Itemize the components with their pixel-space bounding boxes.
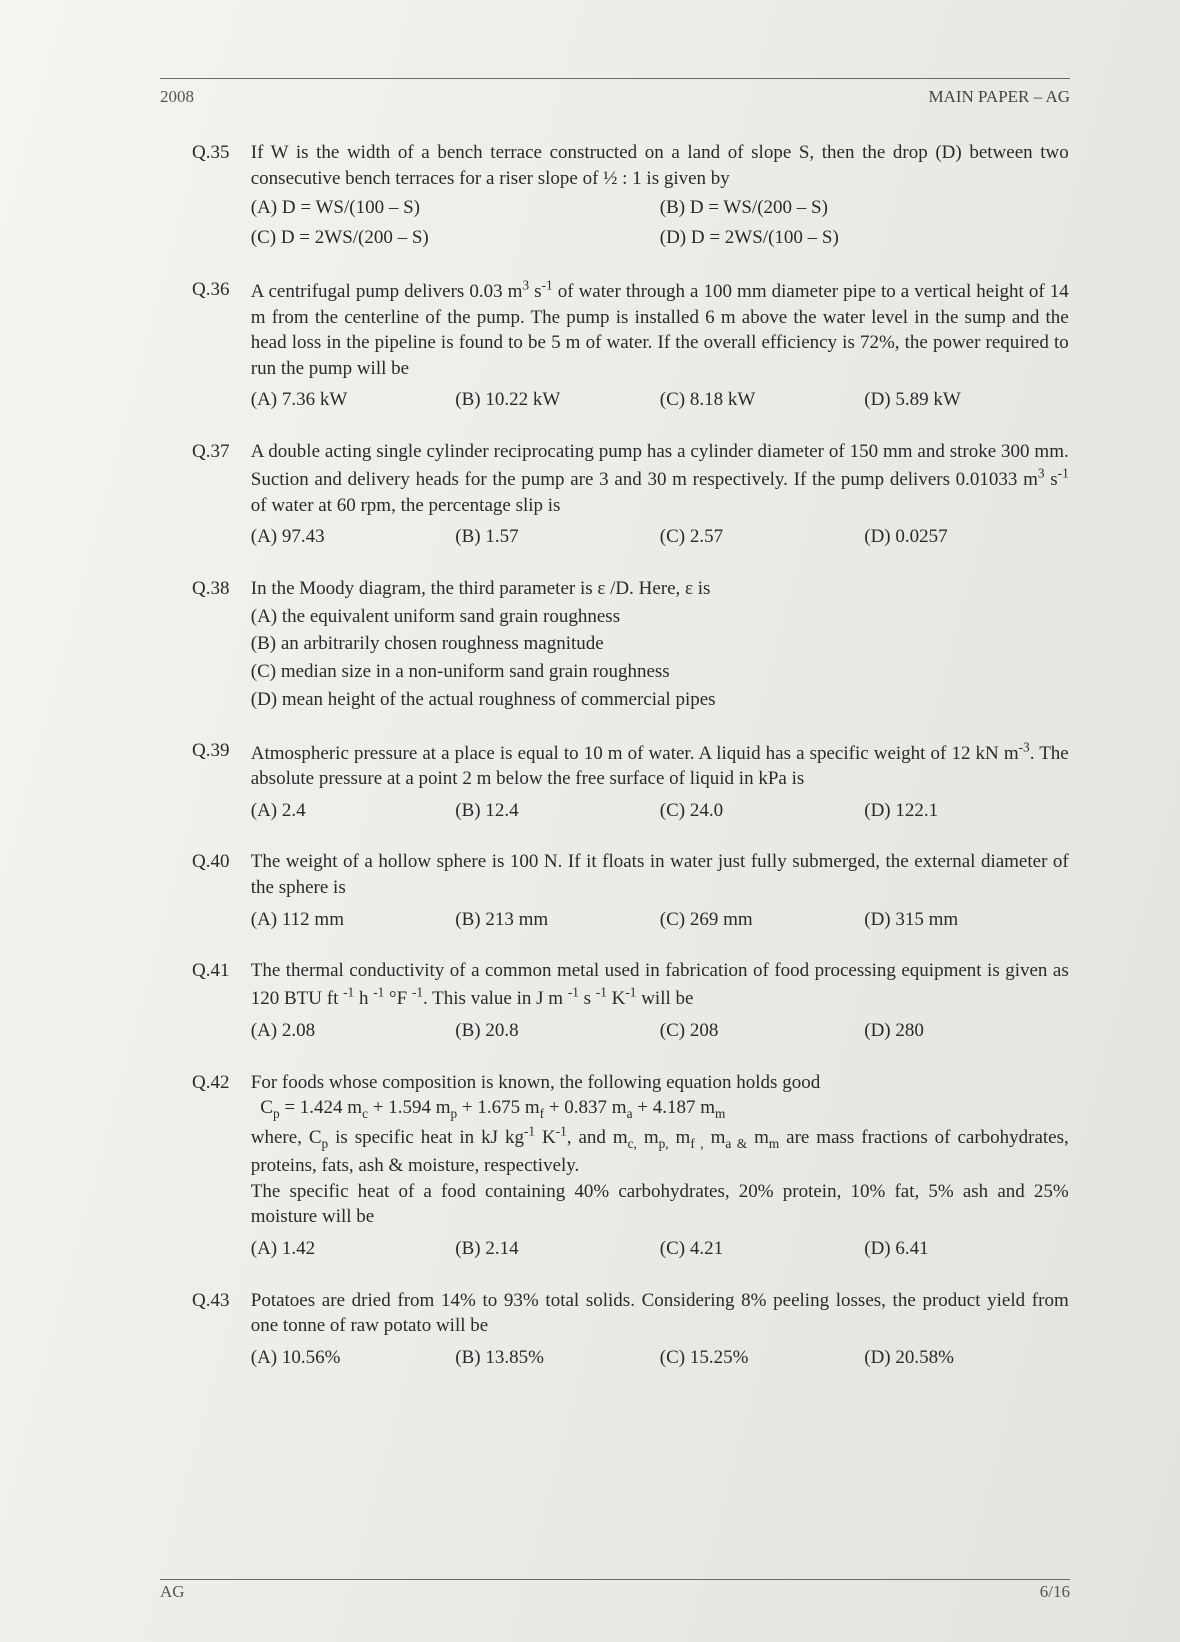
options: (A) 2.4 (B) 12.4 (C) 24.0 (D) 122.1 <box>251 798 1069 824</box>
option-a: (A) 2.08 <box>251 1018 456 1044</box>
question-body: In the Moody diagram, the third paramete… <box>251 576 1069 712</box>
question-36: Q.36 A centrifugal pump delivers 0.03 m3… <box>192 277 1070 414</box>
question-body: If W is the width of a bench terrace con… <box>251 140 1069 251</box>
question-number: Q.35 <box>192 140 246 166</box>
question-35: Q.35 If W is the width of a bench terrac… <box>192 140 1070 251</box>
question-text: The thermal conductivity of a common met… <box>251 960 1069 1009</box>
question-text: A centrifugal pump delivers 0.03 m3 s-1 … <box>251 281 1069 379</box>
option-d: (D) 20.58% <box>864 1345 1069 1371</box>
options: (A) 112 mm (B) 213 mm (C) 269 mm (D) 315… <box>251 907 1069 933</box>
option-a: (A) the equivalent uniform sand grain ro… <box>251 604 1069 630</box>
option-a: (A) 7.36 kW <box>251 387 456 413</box>
option-d: (D) 280 <box>864 1018 1069 1044</box>
option-a: (A) D = WS/(100 – S) <box>251 195 660 221</box>
question-body: Atmospheric pressure at a place is equal… <box>251 738 1069 823</box>
footer-page: 6/16 <box>1040 1581 1070 1604</box>
question-body: The thermal conductivity of a common met… <box>251 958 1069 1043</box>
options: (A) 10.56% (B) 13.85% (C) 15.25% (D) 20.… <box>251 1345 1069 1371</box>
option-c: (C) 24.0 <box>660 798 865 824</box>
option-a: (A) 1.42 <box>251 1236 456 1262</box>
options: (A) 2.08 (B) 20.8 (C) 208 (D) 280 <box>251 1018 1069 1044</box>
question-number: Q.43 <box>192 1288 246 1314</box>
option-c: (C) D = 2WS/(200 – S) <box>251 225 660 251</box>
question-43: Q.43 Potatoes are dried from 14% to 93% … <box>192 1288 1070 1371</box>
question-body: For foods whose composition is known, th… <box>251 1070 1069 1262</box>
option-d: (D) 6.41 <box>864 1236 1069 1262</box>
question-39: Q.39 Atmospheric pressure at a place is … <box>192 738 1070 823</box>
option-b: (B) 13.85% <box>455 1345 660 1371</box>
option-b: (B) 2.14 <box>455 1236 660 1262</box>
question-number: Q.38 <box>192 576 246 602</box>
option-c: (C) 15.25% <box>660 1345 865 1371</box>
option-a: (A) 112 mm <box>251 907 456 933</box>
question-text: Potatoes are dried from 14% to 93% total… <box>251 1290 1069 1337</box>
question-number: Q.36 <box>192 277 246 303</box>
option-b: (B) 10.22 kW <box>455 387 660 413</box>
option-c: (C) 208 <box>660 1018 865 1044</box>
question-text: For foods whose composition is known, th… <box>251 1072 1069 1228</box>
header-title: MAIN PAPER – AG <box>928 86 1070 109</box>
option-b: (B) an arbitrarily chosen roughness magn… <box>251 631 1069 657</box>
option-b: (B) 1.57 <box>455 524 660 550</box>
question-body: A double acting single cylinder reciproc… <box>251 439 1069 550</box>
options: (A) 7.36 kW (B) 10.22 kW (C) 8.18 kW (D)… <box>251 387 1069 413</box>
question-text: In the Moody diagram, the third paramete… <box>251 578 711 599</box>
question-text: If W is the width of a bench terrace con… <box>251 142 1069 189</box>
question-number: Q.40 <box>192 849 246 875</box>
option-b: (B) D = WS/(200 – S) <box>660 195 1069 221</box>
option-c: (C) 8.18 kW <box>660 387 865 413</box>
option-c: (C) 269 mm <box>660 907 865 933</box>
option-d: (D) 315 mm <box>864 907 1069 933</box>
option-a: (A) 97.43 <box>251 524 456 550</box>
options: (A) the equivalent uniform sand grain ro… <box>251 604 1069 713</box>
option-c: (C) 2.57 <box>660 524 865 550</box>
option-b: (B) 20.8 <box>455 1018 660 1044</box>
question-number: Q.41 <box>192 958 246 984</box>
option-d: (D) 122.1 <box>864 798 1069 824</box>
questions-block: Q.35 If W is the width of a bench terrac… <box>192 140 1070 1397</box>
question-42: Q.42 For foods whose composition is know… <box>192 1070 1070 1262</box>
question-body: The weight of a hollow sphere is 100 N. … <box>251 849 1069 932</box>
exam-page: 2008 MAIN PAPER – AG Q.35 If W is the wi… <box>0 0 1180 1642</box>
question-body: A centrifugal pump delivers 0.03 m3 s-1 … <box>251 277 1069 414</box>
question-40: Q.40 The weight of a hollow sphere is 10… <box>192 849 1070 932</box>
option-d: (D) mean height of the actual roughness … <box>251 687 1069 713</box>
question-number: Q.42 <box>192 1070 246 1096</box>
question-text: Atmospheric pressure at a place is equal… <box>251 743 1069 790</box>
options: (A) D = WS/(100 – S) (B) D = WS/(200 – S… <box>251 191 1069 250</box>
option-a: (A) 10.56% <box>251 1345 456 1371</box>
question-body: Potatoes are dried from 14% to 93% total… <box>251 1288 1069 1371</box>
options: (A) 1.42 (B) 2.14 (C) 4.21 (D) 6.41 <box>251 1236 1069 1262</box>
option-a: (A) 2.4 <box>251 798 456 824</box>
option-d: (D) D = 2WS/(100 – S) <box>660 225 1069 251</box>
option-c: (C) median size in a non-uniform sand gr… <box>251 659 1069 685</box>
footer-code: AG <box>160 1581 185 1604</box>
question-number: Q.37 <box>192 439 246 465</box>
option-c: (C) 4.21 <box>660 1236 865 1262</box>
question-41: Q.41 The thermal conductivity of a commo… <box>192 958 1070 1043</box>
question-number: Q.39 <box>192 738 246 764</box>
option-d: (D) 5.89 kW <box>864 387 1069 413</box>
option-b: (B) 213 mm <box>455 907 660 933</box>
options: (A) 97.43 (B) 1.57 (C) 2.57 (D) 0.0257 <box>251 524 1069 550</box>
option-d: (D) 0.0257 <box>864 524 1069 550</box>
header-year: 2008 <box>160 86 194 109</box>
footer-rule <box>160 1579 1070 1580</box>
question-37: Q.37 A double acting single cylinder rec… <box>192 439 1070 550</box>
question-38: Q.38 In the Moody diagram, the third par… <box>192 576 1070 712</box>
question-text: A double acting single cylinder reciproc… <box>251 441 1069 516</box>
option-b: (B) 12.4 <box>455 798 660 824</box>
header-rule <box>160 78 1070 79</box>
question-text: The weight of a hollow sphere is 100 N. … <box>251 851 1069 898</box>
